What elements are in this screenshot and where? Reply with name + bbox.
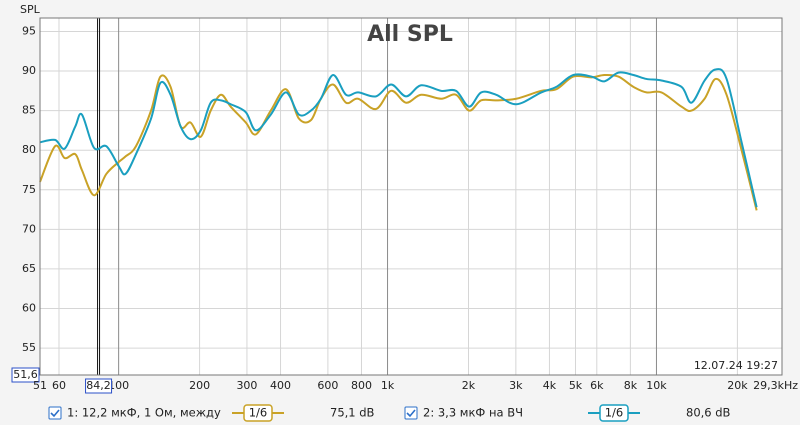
- y-tick-label: 75: [22, 183, 36, 196]
- x-tick-label: 300: [236, 379, 257, 392]
- x-tick-label: 3k: [509, 379, 523, 392]
- timestamp: 12.07.24 19:27: [694, 359, 778, 372]
- x-tick-label: 8k: [624, 379, 638, 392]
- cursor-label: 84,2: [86, 379, 111, 392]
- smoothing-label: 1/6: [249, 406, 268, 420]
- x-tick-label: 60: [52, 379, 66, 392]
- plot-border: [39, 17, 783, 376]
- legend-label: 2: 3,3 мкФ на ВЧ: [423, 406, 523, 420]
- legend-readout: 80,6 dB: [686, 406, 731, 420]
- x-tick-label: 600: [317, 379, 338, 392]
- x-tick-label: 100: [108, 379, 129, 392]
- y-tick-label: 65: [22, 262, 36, 275]
- x-tick-label: 2k: [462, 379, 476, 392]
- y-tick-label: 85: [22, 104, 36, 117]
- lines: [39, 68, 758, 211]
- series-line: [39, 68, 758, 208]
- legend-label: 1: 12,2 мкФ, 1 Ом, между: [67, 406, 221, 420]
- x-tick-label: 4k: [543, 379, 557, 392]
- y-tick-label: 90: [22, 64, 36, 77]
- legend-readout: 75,1 dB: [330, 406, 375, 420]
- y-bottom-box: [11, 367, 40, 383]
- x-tick-label: 200: [189, 379, 210, 392]
- x-tick-label: 20k: [727, 379, 748, 392]
- y-tick-label: 80: [22, 143, 36, 156]
- y-tick-label: 95: [22, 24, 36, 37]
- legend-checkbox[interactable]: [48, 406, 62, 420]
- legend-check: [50, 409, 60, 418]
- smoothing-box[interactable]: [599, 404, 629, 422]
- smoothing-box[interactable]: [243, 404, 273, 422]
- smoothing-label: 1/6: [605, 406, 624, 420]
- y-bottom-label: 51,6: [13, 368, 38, 381]
- y-tick-label: 55: [22, 341, 36, 354]
- x-tick-label: 1k: [381, 379, 395, 392]
- x-tick-label: 29,3kHz: [753, 379, 798, 392]
- x-tick-label: 5k: [569, 379, 583, 392]
- y-tick-label: 70: [22, 222, 36, 235]
- legend-check: [406, 409, 416, 418]
- y-tick-label: 60: [22, 302, 36, 315]
- x-tick-label: 400: [270, 379, 291, 392]
- series-line: [39, 73, 758, 211]
- x-tick-label: 6k: [590, 379, 604, 392]
- x-tick-label: 51: [33, 379, 47, 392]
- cursor-box: [85, 378, 113, 394]
- x-tick-label: 10k: [646, 379, 667, 392]
- legend-checkbox[interactable]: [404, 406, 418, 420]
- x-tick-label: 800: [351, 379, 372, 392]
- legend: 1: 12,2 мкФ, 1 Ом, между 1/6 75,1 dB 2: 3,3…: [48, 404, 731, 422]
- y-axis-label: SPL: [20, 3, 41, 16]
- chart-title: All SPL: [367, 22, 453, 47]
- plot-area: [40, 18, 782, 375]
